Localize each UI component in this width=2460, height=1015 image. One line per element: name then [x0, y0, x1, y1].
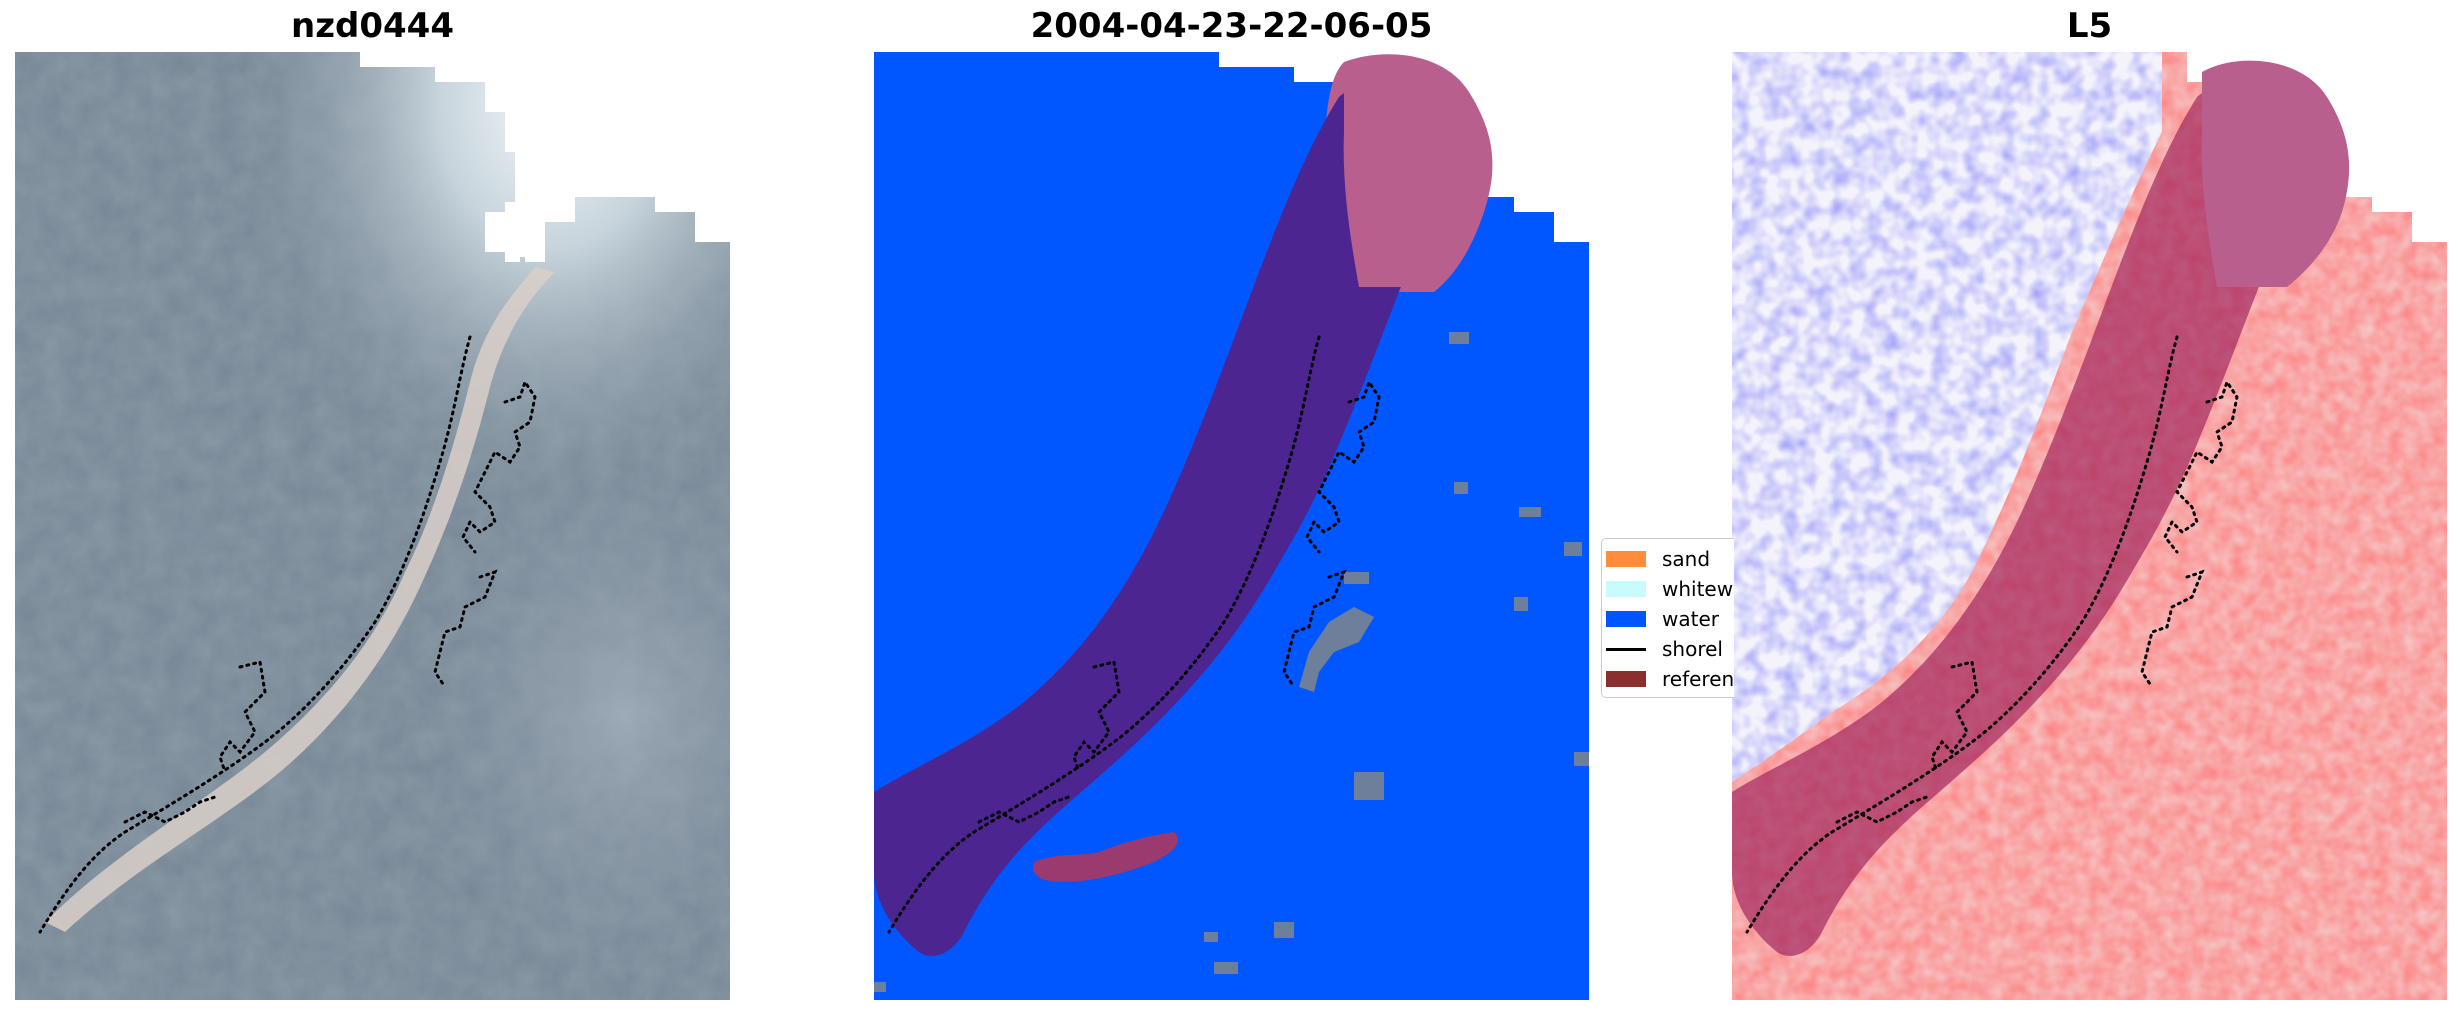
legend-label-reference: referen [1662, 667, 1734, 691]
sand-strip [45, 267, 555, 932]
no-data-region [1219, 52, 1589, 242]
legend-item-shoreline: shorel [1602, 634, 1734, 664]
reference-polygons [1745, 335, 2239, 934]
panel-title-rgb: nzd0444 [291, 6, 454, 46]
reference-buffer [1732, 89, 2294, 956]
index-image-panel [1732, 52, 2447, 1000]
legend-label-whitewater: whitew [1662, 577, 1734, 601]
reference-polygons [887, 335, 1381, 934]
reference-class-patch [1033, 832, 1178, 882]
legend-item-sand: sand [1602, 544, 1734, 574]
legend-swatch-whitewater [1606, 581, 1646, 597]
legend: sand whitew water shorel referen [1601, 538, 1734, 698]
legend-item-water: water [1602, 604, 1734, 634]
legend-label-sand: sand [1662, 547, 1711, 571]
classified-image-panel [874, 52, 1589, 1000]
rgb-image-panel [15, 52, 730, 1000]
other-class-patches [874, 332, 1589, 992]
legend-swatch-sand [1606, 551, 1646, 567]
legend-label-water: water [1662, 607, 1719, 631]
legend-swatch-reference [1606, 671, 1646, 687]
panel-title-index: L5 [2066, 6, 2113, 46]
legend-label-shoreline: shorel [1662, 637, 1723, 661]
reference-polygons [38, 335, 537, 934]
legend-item-reference: referen [1602, 664, 1734, 694]
legend-item-whitewater: whitew [1602, 574, 1734, 604]
reference-buffer [874, 89, 1436, 956]
no-data-region [360, 52, 730, 262]
legend-line-shoreline [1606, 647, 1646, 651]
legend-swatch-water [1606, 611, 1646, 627]
panel-title-date: 2004-04-23-22-06-05 [1030, 6, 1433, 46]
